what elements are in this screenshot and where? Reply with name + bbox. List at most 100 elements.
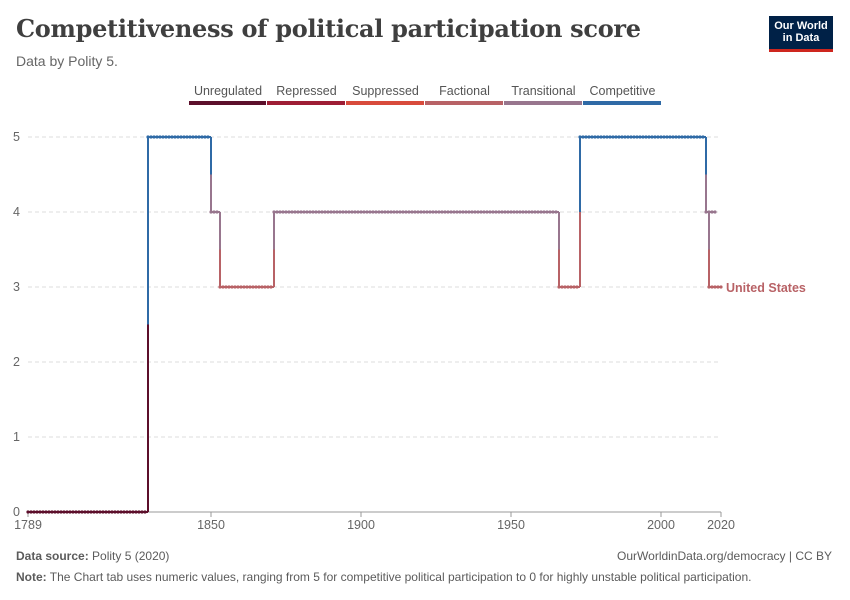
data-point — [248, 285, 252, 289]
data-point — [404, 210, 408, 214]
owid-logo[interactable]: Our World in Data — [769, 16, 833, 52]
data-point — [332, 210, 336, 214]
legend-label-competitive: Competitive — [590, 84, 656, 98]
y-tick-label: 1 — [13, 430, 20, 444]
data-point — [410, 210, 414, 214]
data-point — [155, 135, 159, 139]
data-point — [401, 210, 405, 214]
data-point — [428, 210, 432, 214]
data-point — [560, 285, 564, 289]
data-point — [458, 210, 462, 214]
x-tick-label: 1789 — [14, 518, 42, 532]
data-point — [146, 135, 150, 139]
data-point — [650, 135, 654, 139]
data-point — [338, 210, 342, 214]
data-point — [671, 135, 675, 139]
data-point — [482, 210, 486, 214]
data-point — [590, 135, 594, 139]
data-source: Data source: Polity 5 (2020) — [16, 549, 169, 563]
x-tick-label: 1850 — [197, 518, 225, 532]
data-point — [440, 210, 444, 214]
data-point — [320, 210, 324, 214]
data-point — [212, 210, 216, 214]
y-tick-label: 5 — [13, 130, 20, 144]
data-point — [296, 210, 300, 214]
data-point — [323, 210, 327, 214]
legend-swatch-factional — [425, 101, 503, 105]
data-point — [38, 510, 42, 514]
data-point — [398, 210, 402, 214]
data-point — [197, 135, 201, 139]
data-point — [104, 510, 108, 514]
data-point — [542, 210, 546, 214]
data-point — [317, 210, 321, 214]
data-point — [467, 210, 471, 214]
data-point — [110, 510, 114, 514]
data-point — [422, 210, 426, 214]
data-point — [611, 135, 615, 139]
data-point — [308, 210, 312, 214]
data-point — [137, 510, 141, 514]
legend-swatch-competitive — [583, 101, 661, 105]
data-point — [707, 285, 711, 289]
y-tick-label: 4 — [13, 205, 20, 219]
data-point — [362, 210, 366, 214]
note-label: Note: — [16, 570, 47, 584]
data-source-label: Data source: — [16, 549, 89, 563]
legend-label-factional: Factional — [439, 84, 490, 98]
data-point — [461, 210, 465, 214]
data-point — [647, 135, 651, 139]
data-point — [353, 210, 357, 214]
data-point — [230, 285, 234, 289]
data-point — [485, 210, 489, 214]
data-point — [233, 285, 237, 289]
data-point — [311, 210, 315, 214]
data-point — [719, 285, 723, 289]
data-point — [524, 210, 528, 214]
data-point — [419, 210, 423, 214]
data-point — [83, 510, 87, 514]
data-point — [119, 510, 123, 514]
source-url-link[interactable]: OurWorldinData.org/democracy | CC BY — [617, 549, 832, 563]
data-point — [479, 210, 483, 214]
data-point — [635, 135, 639, 139]
legend-label-unregulated: Unregulated — [194, 84, 262, 98]
data-point — [626, 135, 630, 139]
data-point — [131, 510, 135, 514]
data-point — [548, 210, 552, 214]
data-point — [509, 210, 513, 214]
data-point — [56, 510, 60, 514]
data-point — [389, 210, 393, 214]
legend: Unregulated Repressed Suppressed Factional T… — [189, 84, 661, 105]
data-point — [530, 210, 534, 214]
data-point — [545, 210, 549, 214]
data-point — [236, 285, 240, 289]
data-point — [653, 135, 657, 139]
data-point — [92, 510, 96, 514]
data-point — [200, 135, 204, 139]
data-point — [464, 210, 468, 214]
data-point — [512, 210, 516, 214]
data-point — [50, 510, 54, 514]
data-point — [566, 285, 570, 289]
data-point — [239, 285, 243, 289]
data-point — [632, 135, 636, 139]
data-point — [62, 510, 66, 514]
series-line — [26, 135, 723, 514]
data-point — [140, 510, 144, 514]
data-point — [35, 510, 39, 514]
data-point — [266, 285, 270, 289]
data-point — [689, 135, 693, 139]
data-point — [494, 210, 498, 214]
data-point — [170, 135, 174, 139]
data-point — [47, 510, 51, 514]
data-point — [257, 285, 261, 289]
data-point — [374, 210, 378, 214]
data-point — [149, 135, 153, 139]
logo-line-1: Our World — [774, 20, 828, 32]
data-point — [299, 210, 303, 214]
data-point — [593, 135, 597, 139]
data-point — [392, 210, 396, 214]
data-point — [668, 135, 672, 139]
data-point — [242, 285, 246, 289]
